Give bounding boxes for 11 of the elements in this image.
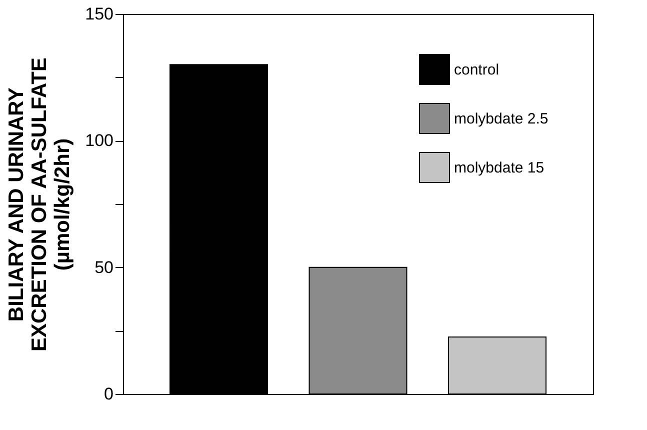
legend-label: molybdate 2.5 (454, 110, 548, 128)
legend-label: molybdate 15 (454, 160, 544, 176)
bar (308, 266, 408, 394)
y-tick-label: 100 (85, 131, 114, 150)
legend-label: control (454, 62, 500, 78)
y-tick-label: 150 (85, 4, 114, 24)
bar (448, 336, 546, 394)
bar (170, 64, 268, 394)
y-axis-title: BILIARY AND URINARY EXCRETION OF AA-SULFATE (µmol/kg/2hr) (5, 58, 74, 352)
y-tick-label: 50 (94, 258, 114, 277)
y-tick-label: 0 (104, 384, 114, 404)
